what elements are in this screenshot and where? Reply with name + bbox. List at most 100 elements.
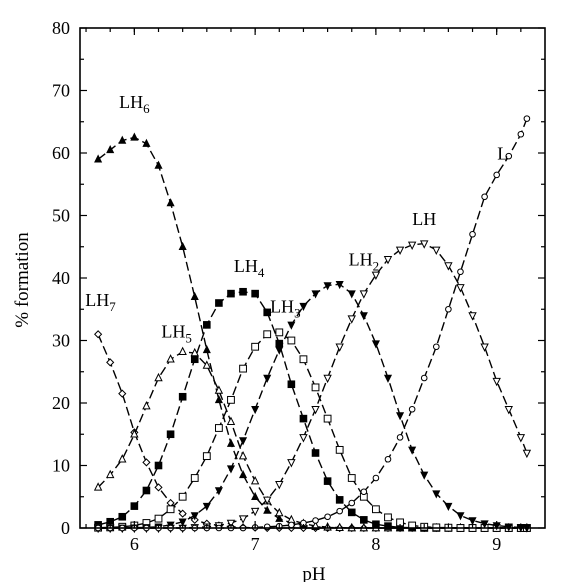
- data-point: [384, 513, 392, 522]
- y-tick-label: 0: [61, 518, 70, 538]
- plot-area: [93, 115, 532, 534]
- data-point: [118, 135, 127, 144]
- series-LH7: [94, 330, 531, 533]
- y-tick-label: 40: [52, 268, 70, 288]
- data-point: [275, 346, 284, 355]
- data-point: [456, 512, 465, 521]
- data-point: [335, 343, 344, 352]
- data-point: [311, 405, 320, 415]
- series-label: LH: [412, 209, 436, 229]
- data-point: [522, 449, 532, 459]
- data-point: [227, 289, 235, 298]
- y-tick-label: 80: [52, 18, 70, 38]
- data-point: [359, 312, 368, 321]
- x-tick-label: 6: [130, 534, 139, 554]
- data-point: [480, 520, 489, 529]
- data-point: [347, 290, 356, 299]
- data-point: [445, 305, 452, 313]
- data-point: [420, 374, 428, 382]
- data-point: [299, 434, 308, 443]
- data-point: [408, 405, 416, 413]
- data-point: [238, 451, 248, 460]
- series-LH4: [94, 287, 531, 532]
- data-point: [215, 299, 223, 307]
- data-point: [288, 521, 295, 529]
- data-point: [275, 513, 284, 522]
- data-point: [504, 405, 513, 415]
- data-point: [251, 289, 259, 298]
- data-point: [130, 502, 139, 510]
- data-point: [371, 271, 381, 280]
- data-point: [166, 354, 175, 363]
- data-point: [251, 406, 260, 415]
- data-point: [299, 414, 308, 423]
- data-point: [130, 429, 139, 438]
- data-point: [118, 454, 127, 463]
- data-point: [335, 496, 344, 504]
- data-point: [154, 514, 163, 523]
- data-point: [523, 115, 531, 122]
- data-point: [480, 343, 489, 352]
- data-point: [263, 330, 272, 339]
- data-point: [299, 355, 308, 364]
- data-point: [202, 360, 212, 369]
- data-point: [94, 154, 103, 163]
- series-label: LH4: [234, 256, 265, 280]
- data-point: [311, 383, 320, 392]
- tick-labels: 0 10 20 30 40 50 60 70 80 6 7 8 9: [52, 18, 501, 554]
- series-LH3: [94, 328, 531, 532]
- data-point: [347, 474, 356, 482]
- data-point: [481, 193, 488, 201]
- data-point: [202, 452, 211, 461]
- data-point: [312, 517, 319, 524]
- data-point: [202, 344, 211, 354]
- data-point: [226, 438, 236, 447]
- series-label: LH3: [270, 296, 301, 320]
- data-point: [106, 144, 115, 154]
- data-point: [432, 490, 441, 499]
- data-point: [420, 471, 429, 480]
- data-point: [154, 160, 163, 169]
- y-tick-label: 60: [52, 143, 70, 163]
- y-tick-label: 20: [52, 393, 70, 413]
- data-point: [287, 380, 296, 389]
- data-point: [396, 412, 405, 421]
- data-point: [190, 474, 199, 482]
- data-point: [468, 312, 477, 321]
- series-label: LH7: [85, 290, 116, 314]
- data-point: [323, 477, 332, 485]
- data-point: [239, 437, 248, 446]
- data-point: [492, 377, 501, 387]
- data-point: [432, 246, 441, 255]
- data-point: [263, 505, 272, 514]
- data-point: [299, 302, 308, 312]
- data-point: [407, 241, 417, 250]
- data-point: [178, 392, 187, 401]
- data-point: [238, 515, 248, 524]
- data-point: [311, 449, 320, 457]
- data-point: [226, 465, 236, 474]
- data-point: [105, 469, 115, 479]
- data-point: [166, 430, 175, 439]
- data-point: [384, 455, 392, 463]
- data-point: [142, 138, 151, 147]
- data-point: [214, 385, 224, 394]
- data-point: [408, 521, 417, 530]
- data-point: [214, 394, 223, 404]
- data-point: [493, 171, 500, 179]
- data-point: [178, 518, 187, 527]
- data-point: [118, 512, 127, 521]
- data-point: [226, 519, 236, 529]
- data-point: [275, 480, 284, 490]
- series-label: LH5: [161, 321, 192, 345]
- data-point: [263, 308, 272, 317]
- data-point: [166, 505, 175, 514]
- data-point: [251, 342, 260, 351]
- data-point: [311, 290, 320, 299]
- data-point: [432, 343, 440, 351]
- data-point: [190, 355, 199, 364]
- series-line: [97, 334, 527, 529]
- data-point: [154, 483, 163, 492]
